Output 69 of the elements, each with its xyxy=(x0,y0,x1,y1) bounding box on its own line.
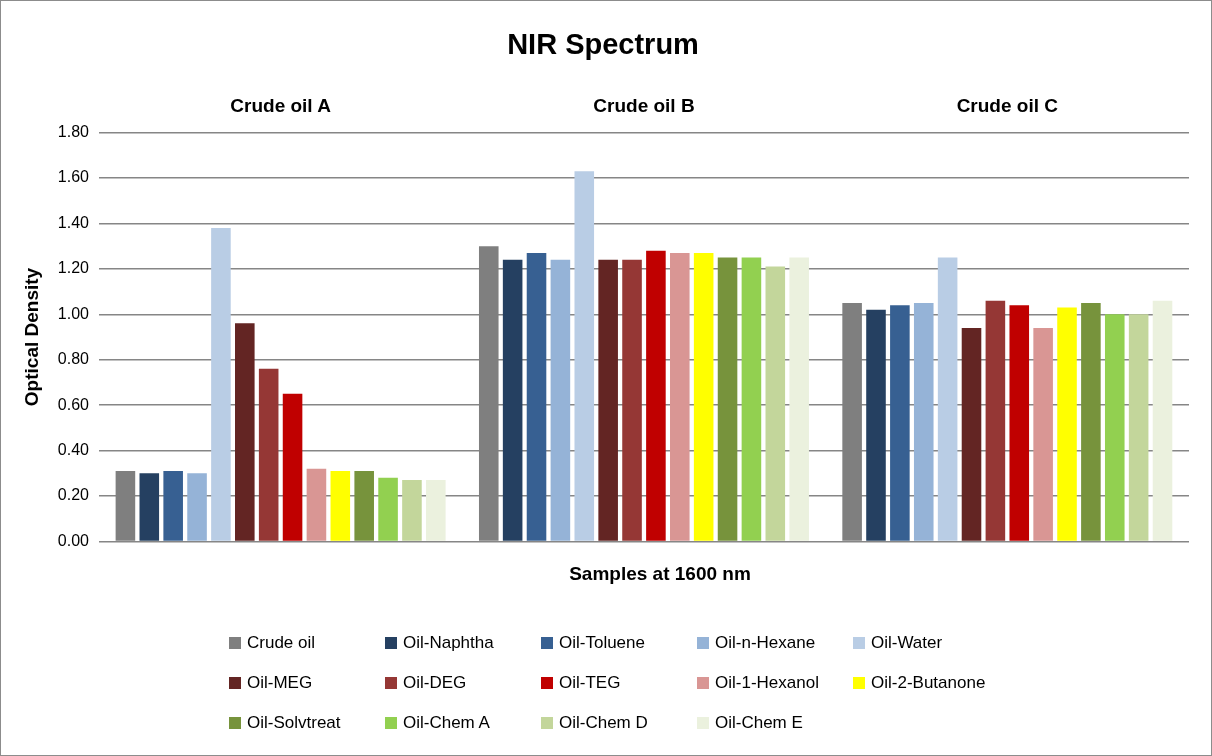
y-tick-label: 1.00 xyxy=(57,304,90,322)
x-tick-label: Crude oil A xyxy=(230,95,332,117)
bar xyxy=(1033,327,1053,541)
bar xyxy=(258,368,279,541)
y-tick-label: 0.00 xyxy=(57,531,90,549)
bar xyxy=(187,473,207,541)
bar xyxy=(693,252,714,541)
y-tick-label: 0.60 xyxy=(57,395,90,413)
y-tick-label: 1.80 xyxy=(57,123,90,141)
legend-label: Oil-2-Butanone xyxy=(871,673,986,693)
bar xyxy=(866,309,886,541)
bar xyxy=(139,473,160,541)
y-tick-label: 1.40 xyxy=(57,213,90,231)
bar xyxy=(622,259,642,541)
legend-label: Crude oil xyxy=(247,633,316,653)
bar xyxy=(1104,314,1125,541)
bar xyxy=(1128,314,1149,541)
bar xyxy=(598,259,618,541)
legend-label: Oil-n-Hexane xyxy=(715,633,816,653)
bar xyxy=(789,257,809,541)
bar xyxy=(741,257,762,541)
legend-label: Oil-Naphtha xyxy=(403,633,494,653)
bar xyxy=(913,302,934,541)
bar xyxy=(402,480,422,541)
bar xyxy=(717,257,738,541)
bar xyxy=(1009,305,1030,541)
y-tick-label: 1.60 xyxy=(57,168,90,186)
bar xyxy=(354,471,374,541)
legend-label: Oil-Solvtreat xyxy=(247,713,341,733)
chart-title: NIR Spectrum xyxy=(507,28,699,61)
x-tick-label: Crude oil C xyxy=(956,95,1059,117)
bar xyxy=(502,259,523,541)
legend-label: Oil-1-Hexanol xyxy=(715,673,819,693)
legend-label: Oil-Chem D xyxy=(559,713,648,733)
bar xyxy=(330,471,351,541)
legend-label: Oil-Chem A xyxy=(403,713,490,733)
bar xyxy=(306,468,327,541)
y-axis-title: Optical Density xyxy=(20,267,42,407)
bar xyxy=(937,257,958,541)
legend-label: Oil-Toluene xyxy=(559,633,645,653)
legend-label: Oil-MEG xyxy=(247,673,313,693)
bar xyxy=(378,477,398,541)
bar xyxy=(670,252,690,541)
bar xyxy=(961,327,982,541)
x-tick-label: Crude oil B xyxy=(593,95,695,117)
bar xyxy=(211,227,231,541)
bar xyxy=(574,171,595,541)
bar xyxy=(163,471,183,541)
bar xyxy=(1081,302,1101,541)
bar xyxy=(1057,307,1077,541)
y-tick-label: 0.40 xyxy=(57,440,90,458)
bar xyxy=(235,323,255,541)
bar xyxy=(426,480,446,541)
bar xyxy=(282,393,303,541)
legend-label: Oil-Water xyxy=(871,633,943,653)
bar xyxy=(890,305,910,541)
bar xyxy=(985,300,1006,541)
x-axis-title: Samples at 1600 nm xyxy=(568,563,752,585)
bar xyxy=(1152,300,1173,541)
legend-label: Oil-DEG xyxy=(403,673,467,693)
bar xyxy=(550,259,571,541)
legend-label: Oil-TEG xyxy=(559,673,621,693)
y-tick-label: 0.80 xyxy=(57,350,90,368)
legend-label: Oil-Chem E xyxy=(715,713,803,733)
y-tick-label: 0.20 xyxy=(57,486,90,504)
bar xyxy=(765,266,786,541)
y-tick-label: 1.20 xyxy=(57,259,90,277)
bar xyxy=(526,252,547,541)
bar xyxy=(646,250,666,541)
